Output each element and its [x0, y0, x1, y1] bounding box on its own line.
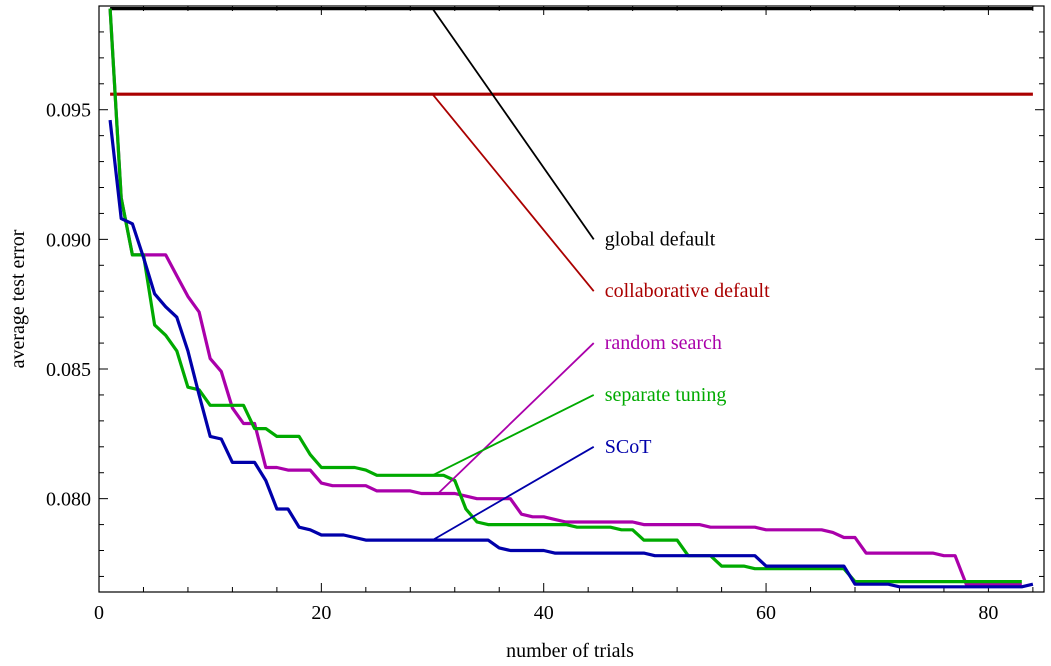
series-label-random-search: random search [605, 332, 722, 354]
leader-lines [431, 8, 595, 541]
plot-frame [98, 5, 1045, 593]
leader-line-global-default [431, 8, 595, 240]
leader-line-collaborative-default [431, 93, 595, 292]
leader-line-scot [432, 446, 595, 541]
x-tick-label: 60 [756, 602, 776, 624]
x-tick-label: 40 [534, 602, 554, 624]
x-tick-label: 20 [311, 602, 331, 624]
series-label-separate-tuning: separate tuning [605, 384, 727, 406]
series-lines [108, 7, 1034, 589]
y-tick-label: 0.095 [46, 100, 91, 122]
y-tick-label: 0.080 [46, 489, 91, 511]
series-label-scot: SCoT [605, 436, 652, 458]
series-label-global-default: global default [605, 228, 716, 250]
series-line-random-search [108, 8, 1022, 586]
y-tick-label: 0.090 [46, 229, 91, 251]
x-tick-label: 0 [94, 602, 104, 624]
series-line-separate-tuning [108, 8, 1022, 584]
y-axis-title: average test error [7, 229, 29, 368]
leader-line-separate-tuning [432, 394, 595, 477]
leader-line-random-search [437, 342, 595, 495]
y-tick-label: 0.085 [46, 359, 91, 381]
x-axis-title: number of trials [506, 640, 634, 662]
series-line-scot [108, 119, 1034, 589]
axis-ticks: 0 20 40 60 80 0.080 0.085 0.090 0.095 [46, 5, 1044, 624]
x-tick-label: 80 [978, 602, 998, 624]
series-labels: global default collaborative default rando… [605, 228, 770, 457]
series-label-collaborative-default: collaborative default [605, 280, 770, 302]
